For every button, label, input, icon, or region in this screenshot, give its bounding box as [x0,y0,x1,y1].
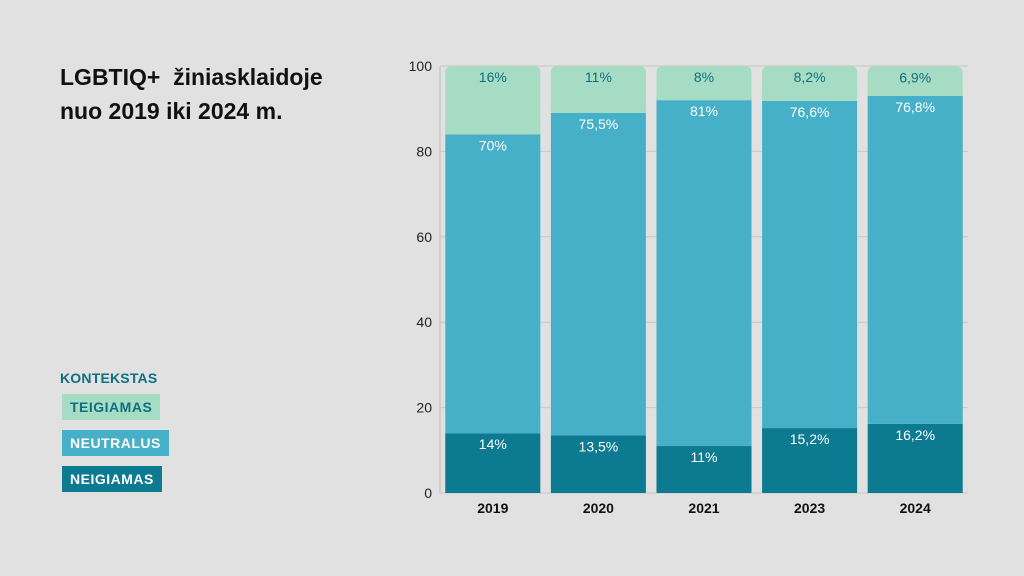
data-label: 81% [690,103,718,119]
legend-item-neigiamas: NEIGIAMAS [62,466,162,492]
legend: KONTEKSTAS TEIGIAMAS NEUTRALUS NEIGIAMAS [60,370,169,502]
y-tick-label: 80 [416,143,432,159]
bar-segment-fill [762,93,858,102]
data-label: 13,5% [579,438,619,454]
data-label: 15,2% [790,431,830,447]
title-line-2: nuo 2019 iki 2024 m. [60,98,283,124]
title-line-1: LGBTIQ+ žiniasklaidoje [60,64,323,90]
y-tick-label: 40 [416,314,432,330]
data-label: 70% [479,137,507,153]
data-label: 16,2% [895,427,935,443]
data-label: 14% [479,436,507,452]
chart-title: LGBTIQ+ žiniasklaidoje nuo 2019 iki 2024… [60,60,380,128]
y-tick-label: 0 [424,485,432,501]
bar-segment [867,423,963,493]
bar-segment [762,66,858,102]
bar-segment [445,134,541,434]
data-label: 76,6% [790,104,830,120]
bar-segment [867,95,963,424]
bar-segment [656,66,752,101]
bar-segment-fill [867,87,963,96]
data-label: 76,8% [895,99,935,115]
bar-segment [550,435,646,493]
x-tick-label: 2023 [794,500,825,516]
bar-segment [656,446,752,493]
legend-item-neutralus: NEUTRALUS [62,430,169,456]
x-tick-label: 2019 [477,500,508,516]
bar-segment [445,66,541,135]
data-label: 11% [691,449,718,465]
bar-segment-fill [656,92,752,101]
data-label: 6,9% [899,69,931,85]
bar-segment [550,66,646,113]
bar-segment [445,433,541,493]
x-tick-label: 2020 [583,500,614,516]
y-tick-label: 20 [416,400,432,416]
legend-title: KONTEKSTAS [60,370,158,386]
bar-segment-fill [445,126,541,135]
x-tick-label: 2021 [688,500,719,516]
y-tick-label: 100 [409,58,433,74]
legend-item-teigiamas: TEIGIAMAS [62,394,161,420]
bar-segment [762,428,858,493]
bar-segment [656,100,752,447]
y-tick-label: 60 [416,229,432,245]
data-label: 75,5% [579,116,619,132]
bar-segment [550,112,646,436]
data-label: 11% [585,69,612,85]
bar-segment [762,101,858,429]
x-tick-label: 2024 [900,500,931,516]
bar-segment-fill [550,104,646,113]
data-label: 8,2% [794,69,826,85]
data-label: 16% [479,69,507,85]
data-label: 8% [694,69,714,85]
